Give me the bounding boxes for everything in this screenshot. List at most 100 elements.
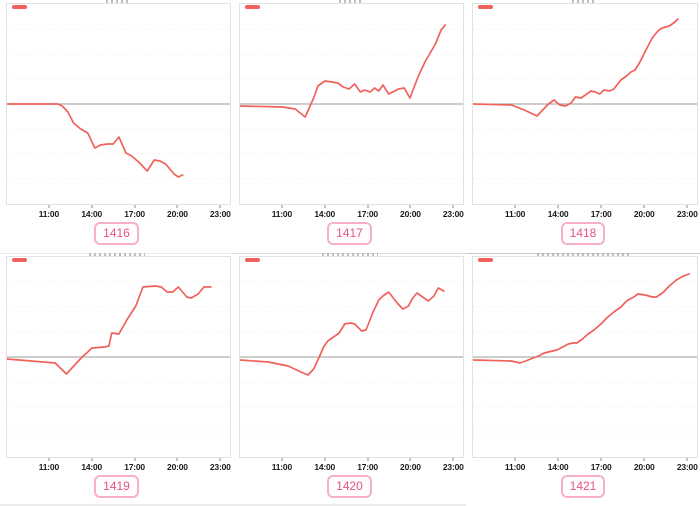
clipped-legend-dash-icon <box>12 258 27 262</box>
x-tick-label: 14:00 <box>314 209 336 219</box>
x-tick-label: 11:00 <box>271 462 292 472</box>
clipped-title-fragment <box>88 253 145 256</box>
x-axis: 11:00 14:00 17:00 20:00 23:00 <box>6 458 231 473</box>
x-tick-mark <box>367 205 369 208</box>
chart-panel[interactable] <box>6 256 231 458</box>
chart-tile-1419: 11:00 14:00 17:00 20:00 23:00 1419 <box>0 253 233 506</box>
x-tick-label: 14:00 <box>81 209 103 219</box>
chart-panel[interactable] <box>472 3 698 205</box>
clipped-title-fragment <box>105 0 128 3</box>
x-tick-label: 20:00 <box>633 209 655 219</box>
line-chart <box>473 273 697 433</box>
line-chart <box>240 24 463 180</box>
chart-id-badge[interactable]: 1419 <box>94 475 139 498</box>
x-tick-label: 17:00 <box>124 209 145 219</box>
x-axis: 11:00 14:00 17:00 20:00 23:00 <box>239 205 464 220</box>
x-tick-label: 23:00 <box>442 462 464 472</box>
chart-id-badge[interactable]: 1418 <box>560 222 606 245</box>
x-tick-mark <box>452 458 454 461</box>
line-chart <box>473 18 697 180</box>
chart-panel[interactable] <box>239 256 464 458</box>
chart-id-badge[interactable]: 1417 <box>327 222 372 245</box>
x-tick-mark <box>219 458 221 461</box>
chart-tile-1416: 11:00 14:00 17:00 20:00 23:00 1416 <box>0 0 233 253</box>
x-tick-label: 20:00 <box>400 462 421 472</box>
x-tick-mark <box>514 205 516 208</box>
x-tick-label: 11:00 <box>271 209 292 219</box>
x-tick-mark <box>409 458 411 461</box>
x-tick-label: 14:00 <box>547 209 569 219</box>
x-tick-label: 14:00 <box>81 462 103 472</box>
clipped-legend-dash-icon <box>245 5 260 9</box>
chart-id-badge[interactable]: 1416 <box>94 222 139 245</box>
x-tick-label: 14:00 <box>314 462 336 472</box>
clipped-legend-dash-icon <box>245 258 260 262</box>
x-axis: 11:00 14:00 17:00 20:00 23:00 <box>239 458 464 473</box>
x-tick-label: 20:00 <box>167 462 188 472</box>
x-tick-mark <box>686 205 688 208</box>
x-tick-mark <box>452 205 454 208</box>
chart-tile-1420: 11:00 14:00 17:00 20:00 23:00 1420 <box>233 253 466 506</box>
bottom-separator-line <box>0 504 466 506</box>
x-tick-mark <box>134 205 136 208</box>
x-tick-mark <box>324 458 326 461</box>
x-axis: 11:00 14:00 17:00 20:00 23:00 <box>472 205 698 220</box>
x-tick-mark <box>324 205 326 208</box>
x-tick-label: 23:00 <box>676 462 698 472</box>
x-tick-mark <box>176 458 178 461</box>
x-tick-label: 11:00 <box>504 209 526 219</box>
x-tick-mark <box>48 205 50 208</box>
badge-row: 1419 <box>0 475 233 498</box>
chart-id-badge[interactable]: 1420 <box>327 475 372 498</box>
x-tick-label: 14:00 <box>547 462 569 472</box>
clipped-title-fragment <box>321 253 378 256</box>
x-axis: 11:00 14:00 17:00 20:00 23:00 <box>6 205 231 220</box>
x-tick-label: 17:00 <box>124 462 145 472</box>
x-tick-mark <box>91 205 93 208</box>
x-tick-label: 11:00 <box>38 462 59 472</box>
x-tick-mark <box>281 205 283 208</box>
x-tick-label: 20:00 <box>633 462 655 472</box>
clipped-title-fragment <box>537 253 629 256</box>
badge-row: 1416 <box>0 222 233 245</box>
clipped-title-fragment <box>572 0 594 3</box>
chart-panel[interactable] <box>6 3 231 205</box>
x-tick-mark <box>281 458 283 461</box>
x-tick-label: 23:00 <box>676 209 698 219</box>
x-tick-mark <box>48 458 50 461</box>
x-tick-mark <box>600 458 602 461</box>
x-tick-label: 20:00 <box>167 209 188 219</box>
chart-tile-1418: 11:00 14:00 17:00 20:00 23:00 1418 <box>466 0 700 253</box>
x-tick-mark <box>134 458 136 461</box>
x-tick-mark <box>643 458 645 461</box>
x-tick-label: 11:00 <box>504 462 526 472</box>
line-chart <box>7 28 230 180</box>
x-tick-label: 23:00 <box>442 209 464 219</box>
line-chart <box>240 281 463 433</box>
x-tick-mark <box>557 458 559 461</box>
badge-row: 1421 <box>466 475 700 498</box>
x-tick-label: 17:00 <box>357 209 378 219</box>
x-tick-label: 23:00 <box>209 462 231 472</box>
chart-panel[interactable] <box>472 256 698 458</box>
x-tick-label: 17:00 <box>357 462 378 472</box>
badge-row: 1417 <box>233 222 466 245</box>
x-tick-mark <box>686 458 688 461</box>
x-tick-label: 11:00 <box>38 209 59 219</box>
chart-tile-1421: 11:00 14:00 17:00 20:00 23:00 1421 <box>466 253 700 506</box>
chart-id-badge[interactable]: 1421 <box>560 475 606 498</box>
x-tick-mark <box>643 205 645 208</box>
chart-panel[interactable] <box>239 3 464 205</box>
clipped-legend-dash-icon <box>478 258 493 262</box>
x-tick-mark <box>91 458 93 461</box>
badge-row: 1420 <box>233 475 466 498</box>
x-tick-label: 17:00 <box>590 462 612 472</box>
x-tick-mark <box>367 458 369 461</box>
x-tick-mark <box>600 205 602 208</box>
x-tick-label: 17:00 <box>590 209 612 219</box>
x-tick-mark <box>409 205 411 208</box>
clipped-title-fragment <box>338 0 361 3</box>
x-tick-label: 20:00 <box>400 209 421 219</box>
x-axis: 11:00 14:00 17:00 20:00 23:00 <box>472 458 698 473</box>
